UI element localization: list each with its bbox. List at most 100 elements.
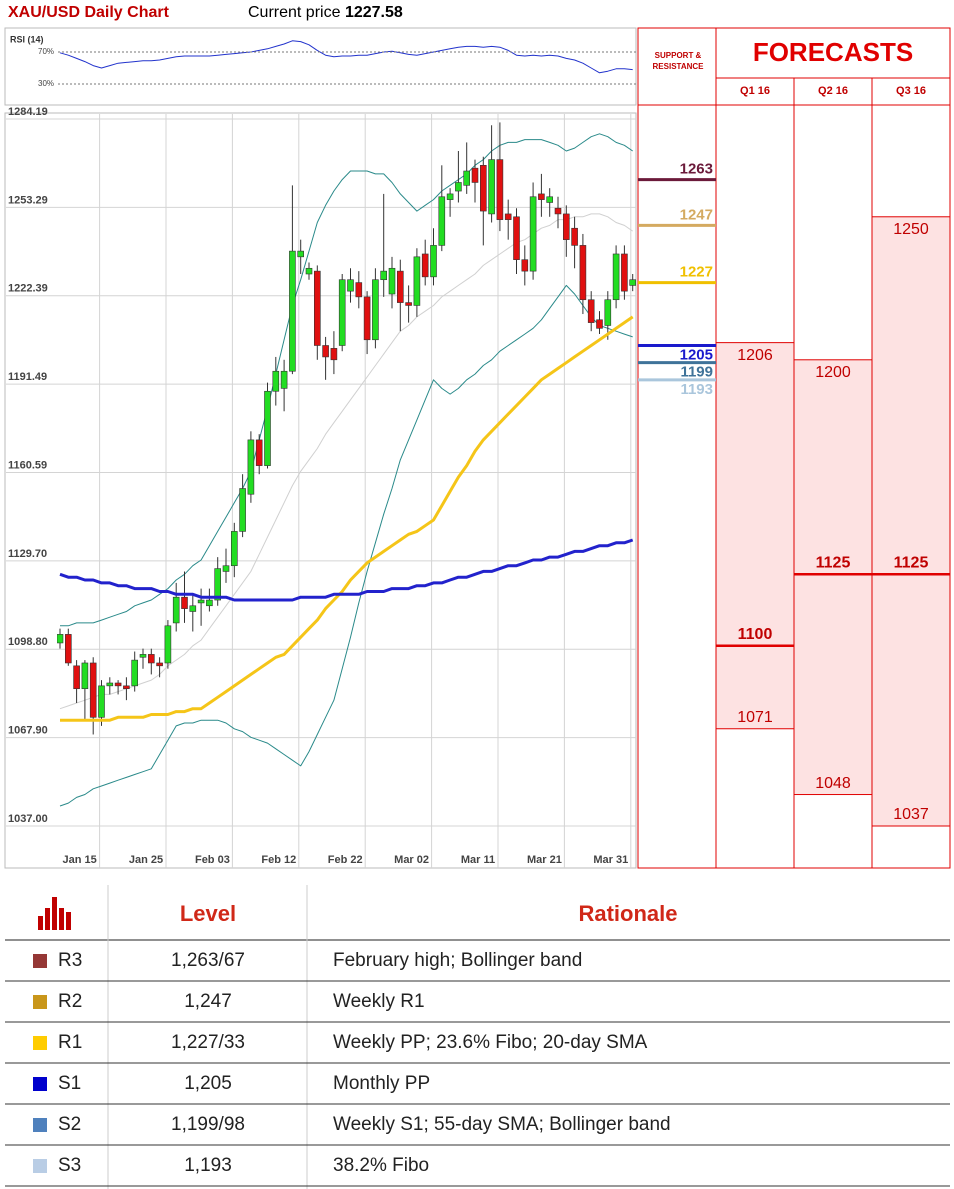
- candle-body: [322, 345, 329, 358]
- candle-body: [231, 531, 238, 567]
- candle-body: [297, 250, 305, 258]
- row-level: 1,205: [184, 1073, 232, 1094]
- table-header: Level: [180, 901, 236, 926]
- forecast-range: [871, 216, 951, 827]
- sr-level-label: 1227: [680, 264, 713, 281]
- candle-body: [148, 654, 155, 664]
- row-swatch: [33, 1077, 47, 1091]
- sr-level-label: 1193: [680, 381, 713, 398]
- candle-body: [587, 299, 595, 323]
- candle-body: [272, 370, 280, 392]
- forecast-low-label: 1071: [737, 709, 773, 726]
- sr-level-label: 1247: [680, 206, 713, 223]
- sr-level-label: 1199: [680, 364, 713, 381]
- rsi-tick-label: 70%: [38, 47, 54, 56]
- candle-body: [355, 282, 363, 298]
- candle-body: [264, 390, 271, 466]
- candle-body: [181, 596, 188, 609]
- row-rationale: February high; Bollinger band: [333, 950, 582, 971]
- rsi-plot: [59, 40, 633, 74]
- table-icon: [38, 897, 71, 930]
- candle-body: [571, 227, 578, 246]
- candle-body: [65, 634, 72, 664]
- candle-body: [172, 596, 180, 624]
- row-level: 1,263/67: [171, 950, 245, 971]
- candle-body: [372, 279, 379, 341]
- row-swatch: [33, 995, 47, 1009]
- candle-body: [330, 348, 338, 361]
- row-level: 1,193: [184, 1155, 232, 1176]
- candle-body: [363, 296, 371, 341]
- current-price: Current price 1227.58: [248, 4, 403, 21]
- candle-body: [621, 253, 628, 292]
- candle-body: [405, 302, 412, 306]
- line: [60, 315, 634, 722]
- candle-body: [438, 196, 446, 246]
- candle-body: [513, 216, 520, 260]
- candle-body: [214, 568, 221, 601]
- candle-body: [504, 213, 512, 220]
- row-level: 1,247: [184, 991, 232, 1012]
- candle-body: [446, 193, 454, 200]
- forecast-panel: 1206 1100 1071 Q1 16 1200 1125 1048 Q2 16 1250 11…: [637, 27, 951, 869]
- candle-body: [280, 370, 288, 389]
- candle-body: [289, 250, 296, 372]
- rsi-title: RSI (14): [10, 34, 44, 44]
- candle-body: [471, 167, 479, 183]
- candle-body: [413, 256, 421, 306]
- candle-body: [114, 682, 122, 687]
- grid: 1037.00 1067.90 1098.80 1129.70 1160.59 1191.…: [6, 106, 636, 868]
- candle-body: [546, 196, 554, 203]
- candle-body: [488, 159, 495, 215]
- x-tick-label: Mar 31: [593, 854, 628, 866]
- row-level: 1,227/33: [171, 1032, 245, 1053]
- forecast-mid-label: 1125: [816, 555, 851, 572]
- y-tick-label: 1253.29: [8, 194, 48, 206]
- candle-body: [479, 165, 487, 212]
- candle-body: [57, 634, 64, 644]
- candle-body: [247, 439, 255, 495]
- candle-body: [388, 267, 396, 295]
- forecast-high-label: 1250: [893, 221, 929, 238]
- candle-body: [596, 319, 603, 329]
- chart-title: XAU/USD Daily Chart: [8, 4, 170, 21]
- table: Level Rationale R3 1,263/67 February high; B…: [5, 885, 950, 1189]
- candle-body: [164, 625, 172, 664]
- row-swatch: [33, 954, 47, 968]
- quarter-label: Q1 16: [740, 85, 770, 97]
- row-swatch: [33, 1036, 47, 1050]
- candle-body: [538, 193, 545, 200]
- price-label: Current price: [248, 4, 341, 21]
- candle-body: [255, 439, 263, 466]
- row-name: R2: [58, 991, 82, 1012]
- forecast-low-label: 1048: [815, 775, 851, 792]
- sr-level-label: 1205: [680, 346, 713, 363]
- candle-body: [496, 159, 504, 220]
- forecast-high-label: 1200: [815, 364, 851, 381]
- y-tick-label: 1284.19: [8, 106, 48, 118]
- forecast-title: FORECASTS: [753, 37, 913, 67]
- candle-body: [380, 270, 388, 281]
- candle-body: [222, 565, 230, 572]
- candle-body: [98, 685, 105, 718]
- line: [59, 538, 634, 602]
- candle-body: [463, 170, 471, 186]
- forecast-range: [793, 359, 873, 796]
- candle-body: [562, 213, 570, 240]
- x-tick-label: Mar 11: [461, 854, 495, 866]
- row-rationale: Weekly S1; 55-day SMA; Bollinger band: [333, 1114, 671, 1135]
- candle-body: [139, 654, 147, 658]
- row-level: 1,199/98: [171, 1114, 245, 1135]
- x-tick-label: Jan 15: [62, 854, 96, 866]
- candle-body: [206, 599, 213, 607]
- quarter-label: Q3 16: [896, 85, 926, 97]
- row-name: S2: [58, 1114, 81, 1135]
- row-name: R3: [58, 950, 82, 971]
- row-rationale: Weekly R1: [333, 991, 425, 1012]
- candle-body: [106, 682, 114, 687]
- price-value: 1227.58: [345, 4, 403, 21]
- candle-body: [239, 488, 246, 532]
- line: [59, 40, 633, 74]
- x-tick-label: Mar 02: [394, 854, 429, 866]
